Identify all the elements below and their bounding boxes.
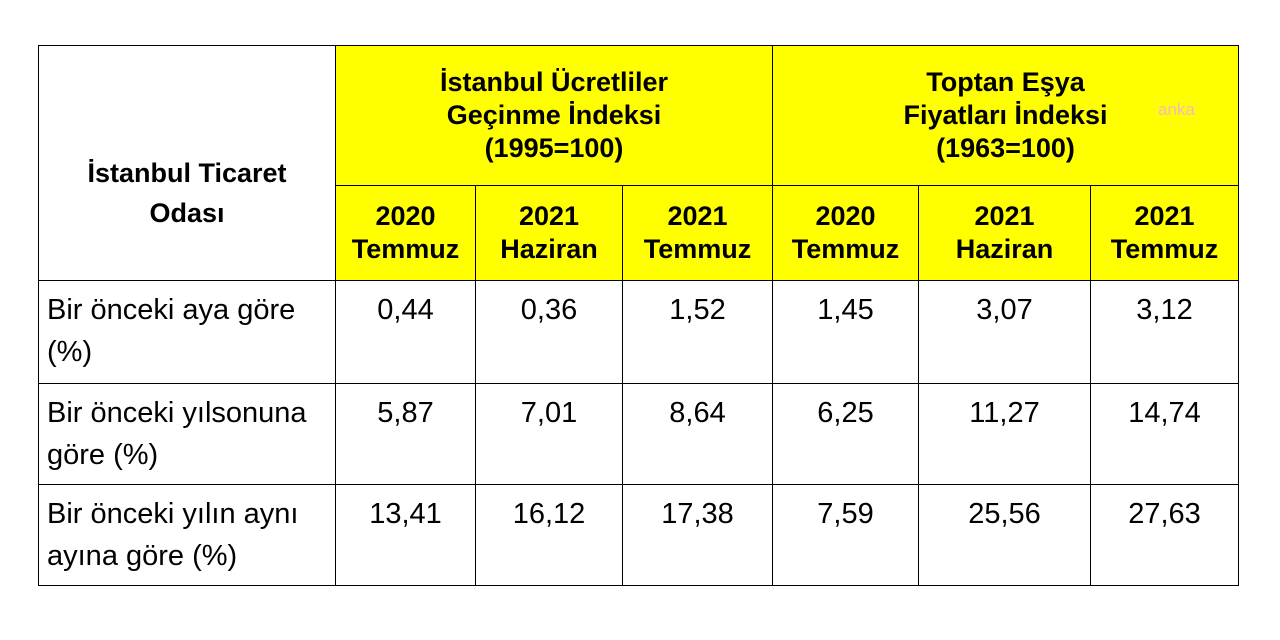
value-cell: 17,38 xyxy=(622,484,773,586)
text-line: Temmuz xyxy=(351,234,460,264)
data-table: İstanbul Ticaret Odası İstanbul Ücretliler… xyxy=(38,45,1240,586)
text-line: 2020 xyxy=(375,201,436,231)
value-cell: 7,59 xyxy=(772,484,919,586)
value-cell: 3,07 xyxy=(918,280,1091,384)
column-header: 2021 Temmuz xyxy=(1089,185,1240,281)
value-cell: 5,87 xyxy=(335,383,476,485)
row-label: Bir önceki yılsonuna göre (%) xyxy=(38,383,336,485)
column-header: 2020 Temmuz xyxy=(335,185,476,281)
row-label: Bir önceki yılın aynı ayına göre (%) xyxy=(38,484,336,586)
text-line: göre (%) xyxy=(47,439,159,471)
data-row: Bir önceki aya göre (%) 0,44 0,36 1,52 1,45 3,… xyxy=(38,280,1240,384)
value-cell: 1,52 xyxy=(622,280,773,384)
text-line: Fiyatları İndeksi xyxy=(903,100,1108,130)
value-cell: 0,44 xyxy=(335,280,476,384)
text-line: 2021 xyxy=(1134,201,1195,231)
value-cell: 7,01 xyxy=(475,383,623,485)
text-line: İstanbul Ücretliler xyxy=(439,67,669,97)
text-line: Geçinme İndeksi xyxy=(446,100,662,130)
value-cell: 27,63 xyxy=(1089,484,1240,586)
value-cell: 8,64 xyxy=(622,383,773,485)
value-cell: 16,12 xyxy=(475,484,623,586)
text-line: İstanbul Ticaret xyxy=(87,158,287,188)
text-line: Toptan Eşya xyxy=(926,67,1085,97)
group-header: Toptan Eşya Fiyatları İndeksi (1963=100) xyxy=(771,45,1240,186)
text-line: 2020 xyxy=(815,201,876,231)
value-cell: 25,56 xyxy=(918,484,1091,586)
value-cell: 1,45 xyxy=(772,280,919,384)
text-line: Temmuz xyxy=(643,234,752,264)
corner-cell: İstanbul Ticaret Odası xyxy=(38,45,336,281)
text-line: Bir önceki aya göre xyxy=(47,294,296,326)
header-row: 2020 Temmuz 2021 Haziran 2021 Temmuz 2020 Temmu… xyxy=(39,185,1240,281)
text-line: Bir önceki yılın aynı xyxy=(47,498,299,530)
column-header: 2020 Temmuz xyxy=(772,185,919,281)
text-line: 2021 xyxy=(974,201,1035,231)
header-row: İstanbul Ticaret Odası İstanbul Ücretliler… xyxy=(38,45,1240,281)
value-cell: 6,25 xyxy=(772,383,919,485)
text-line: Odası xyxy=(149,198,225,228)
text-line: Haziran xyxy=(955,234,1054,264)
data-row: Bir önceki yılsonuna göre (%) 5,87 7,01 8,64… xyxy=(38,383,1240,485)
text-line: ayına göre (%) xyxy=(47,540,238,572)
column-header: 2021 Temmuz xyxy=(622,185,773,281)
text-line: Temmuz xyxy=(1110,234,1219,264)
value-cell: 11,27 xyxy=(918,383,1091,485)
column-header: 2021 Haziran xyxy=(475,185,623,281)
text-line: (1963=100) xyxy=(936,133,1075,163)
value-cell: 3,12 xyxy=(1089,280,1240,384)
column-header: 2021 Haziran xyxy=(918,185,1091,281)
value-cell: 13,41 xyxy=(335,484,476,586)
text-line: Temmuz xyxy=(791,234,900,264)
value-cell: 0,36 xyxy=(475,280,623,384)
table-body: İstanbul Ticaret Odası İstanbul Ücretliler… xyxy=(38,45,1240,586)
text-line: 2021 xyxy=(667,201,728,231)
text-line: Bir önceki yılsonuna xyxy=(47,397,307,429)
text-line: Haziran xyxy=(500,234,598,264)
row-label: Bir önceki aya göre (%) xyxy=(38,280,336,384)
data-row: Bir önceki yılın aynı ayına göre (%) 13,41… xyxy=(38,484,1240,586)
watermark: anka xyxy=(1158,100,1195,119)
text-line: (1995=100) xyxy=(484,133,624,163)
text-line: 2021 xyxy=(518,201,580,231)
group-header: İstanbul Ücretliler Geçinme İndeksi (1995=… xyxy=(335,45,773,186)
value-cell: 14,74 xyxy=(1089,383,1240,485)
text-line: (%) xyxy=(47,336,93,368)
